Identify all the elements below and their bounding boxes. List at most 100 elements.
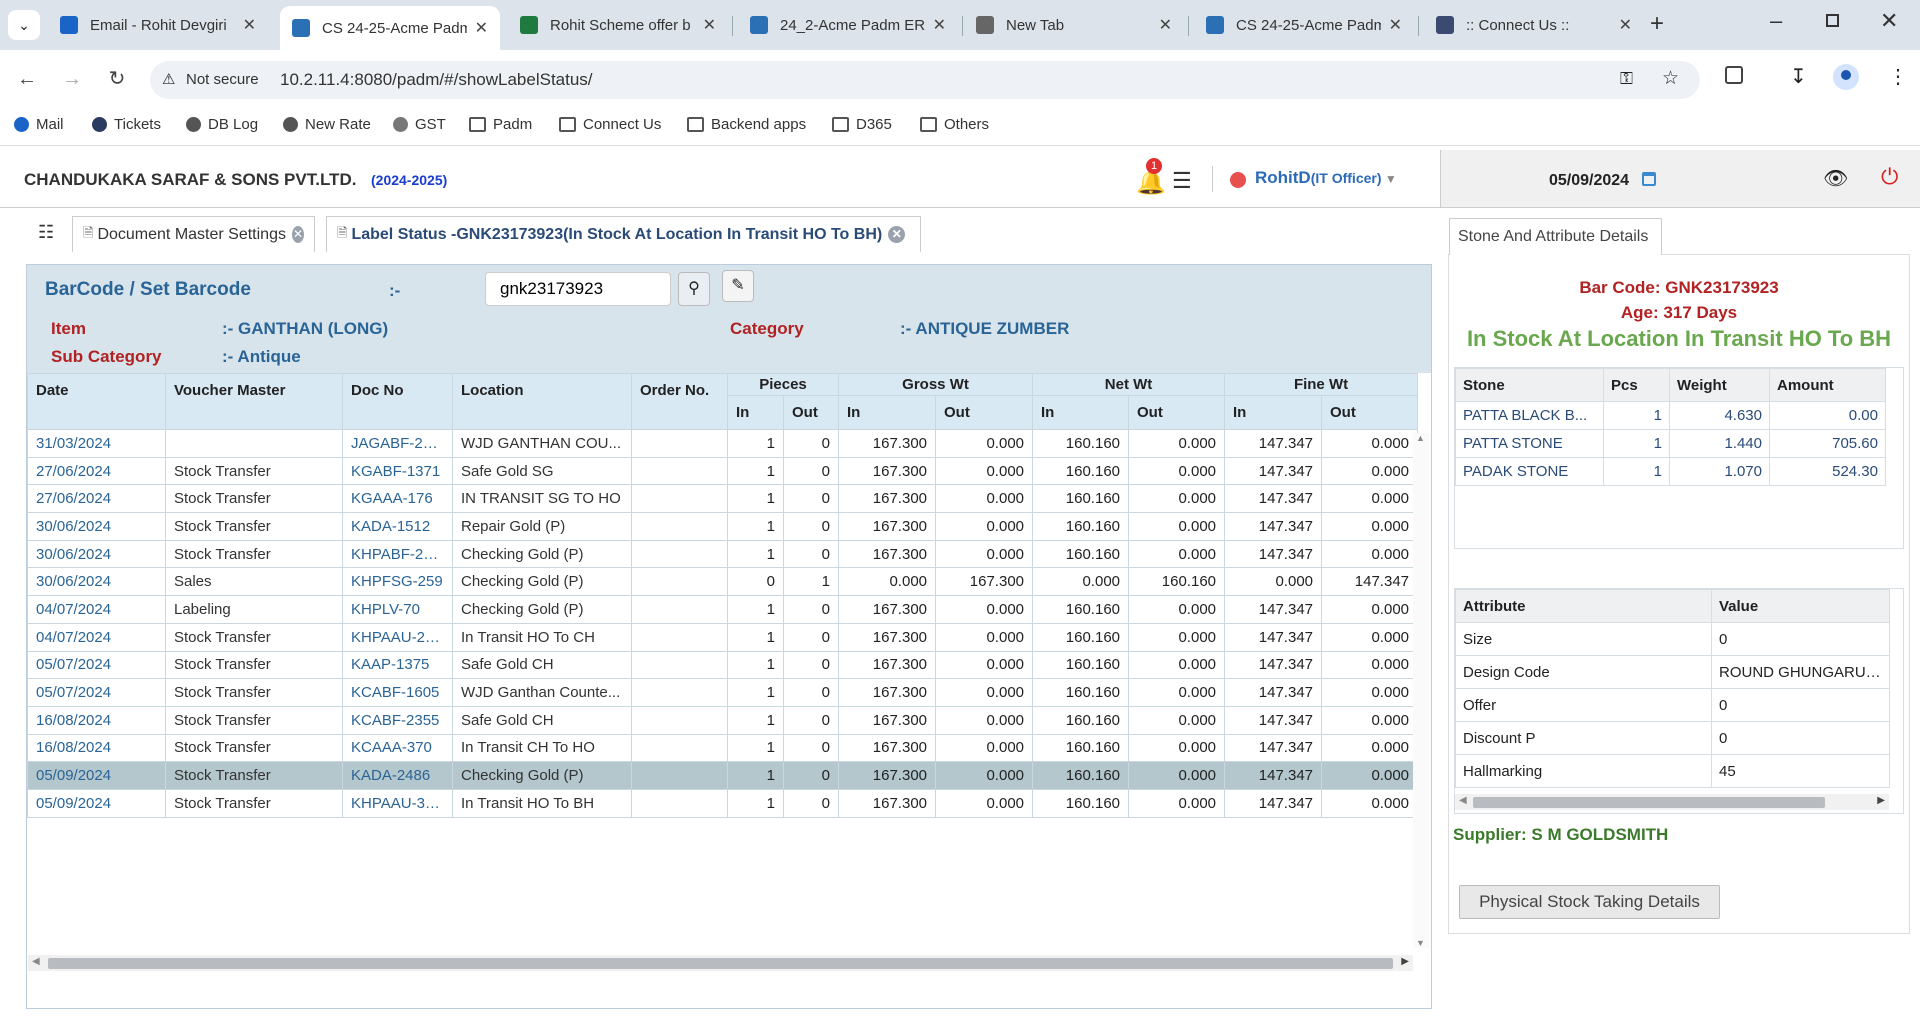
col-location[interactable]: Location <box>452 373 632 430</box>
attribute-row[interactable]: Offer 0 <box>1455 688 1890 722</box>
bookmark-db-log[interactable]: DB Log <box>186 116 258 133</box>
download-icon[interactable]: ↧ <box>1790 66 1807 88</box>
browser-tab[interactable]: CS 24-25-Acme Padm ✕ <box>280 6 500 50</box>
attribute-col-header[interactable]: Attribute <box>1455 589 1712 623</box>
browser-tab[interactable]: :: Connect Us :: ✕ <box>1424 6 1644 44</box>
close-tab-icon[interactable]: ✕ <box>1618 17 1632 34</box>
restore-button[interactable] <box>1826 14 1839 27</box>
attribute-row[interactable]: Hallmarking 45 <box>1455 754 1890 788</box>
stone-horizontal-scrollbar[interactable]: ◀ ▶ <box>1455 548 1889 549</box>
close-tab-icon[interactable]: ✕ <box>1388 17 1402 34</box>
key-icon[interactable]: ⚿ <box>1620 69 1633 88</box>
bookmark-backend-apps[interactable]: Backend apps <box>687 116 806 133</box>
attribute-row[interactable]: Design Code ROUND GHUNGARU LA <box>1455 655 1890 689</box>
close-tab-icon[interactable]: ✕ <box>242 17 256 34</box>
cell-doc[interactable]: KCABF-1605 <box>342 678 453 707</box>
attribute-horizontal-scrollbar[interactable]: ◀ ▶ <box>1455 794 1889 810</box>
stone-col-header[interactable]: Pcs <box>1603 368 1670 402</box>
browser-tab[interactable]: Email - Rohit Devgiri ✕ <box>48 6 268 44</box>
minimize-button[interactable]: – <box>1770 8 1783 33</box>
cell-doc[interactable]: KHPLV-70 <box>342 595 453 624</box>
reload-button[interactable]: ↻ <box>108 68 126 90</box>
cell-doc[interactable]: KCABF-2355 <box>342 705 453 735</box>
col-out[interactable]: Out <box>1128 395 1226 430</box>
table-row[interactable]: 04/07/2024 Stock Transfer KHPAAU-2178 In Tr… <box>27 622 1419 652</box>
hide-eye-icon[interactable]: 👁 <box>1823 168 1849 190</box>
grid-menu-icon[interactable]: ☷ <box>38 222 55 242</box>
bookmark-connect-us[interactable]: Connect Us <box>559 116 661 133</box>
back-button[interactable]: ← <box>17 68 37 90</box>
bookmark-padm[interactable]: Padm <box>469 116 532 133</box>
bookmark-gst[interactable]: GST <box>393 116 446 133</box>
table-row[interactable]: 04/07/2024 Labeling KHPLV-70 Checking Gold … <box>27 595 1419 624</box>
user-menu[interactable]: RohitD(IT Officer) ▼ <box>1255 168 1397 188</box>
close-window-button[interactable]: ✕ <box>1880 8 1899 33</box>
cell-doc[interactable]: KHPFSG-259 <box>342 567 453 597</box>
table-row[interactable]: 05/09/2024 Stock Transfer KADA-2486 Checkin… <box>27 761 1419 790</box>
cell-doc[interactable]: KCAAA-370 <box>342 733 453 763</box>
close-tab-icon[interactable]: ✕ <box>1158 17 1172 34</box>
tab-label-status[interactable]: 🗎 Label Status -GNK23173923(In Stock At … <box>326 216 921 252</box>
close-tab-icon[interactable]: ✕ <box>474 20 488 37</box>
table-row[interactable]: 16/08/2024 Stock Transfer KCAAA-370 In Tran… <box>27 733 1419 763</box>
browser-tab[interactable]: Rohit Scheme offer b ✕ <box>508 6 728 44</box>
col-in[interactable]: In <box>1032 395 1130 430</box>
table-row[interactable]: 05/07/2024 Stock Transfer KCABF-1605 WJD Ga… <box>27 678 1419 707</box>
grid-horizontal-scrollbar[interactable]: ◀ ▶ <box>28 955 1413 971</box>
col-in[interactable]: In <box>727 395 784 430</box>
col-order[interactable]: Order No. <box>631 373 728 430</box>
browser-tab[interactable]: CS 24-25-Acme Padm ✕ <box>1194 6 1414 44</box>
table-row[interactable]: 30/06/2024 Stock Transfer KHPABF-23189 Chec… <box>27 539 1419 569</box>
cell-doc[interactable]: KAAP-1375 <box>342 650 453 680</box>
stone-col-header[interactable]: Weight <box>1669 368 1770 402</box>
tab-stone-attributes[interactable]: Stone And Attribute Details <box>1449 218 1662 255</box>
grid-vertical-scrollbar[interactable]: ▲ ▼ <box>1413 433 1429 948</box>
physical-stock-button[interactable]: Physical Stock Taking Details <box>1459 885 1720 919</box>
edit-button[interactable]: ✎ <box>722 270 754 302</box>
attribute-col-header[interactable]: Value <box>1711 589 1890 623</box>
security-chip[interactable]: Not secure <box>186 71 259 88</box>
calendar-icon[interactable] <box>1642 172 1656 186</box>
stone-row[interactable]: PATTA STONE 1 1.440 705.60 <box>1455 429 1886 458</box>
tab-document-master[interactable]: 🗎 Document Master Settings ✕ <box>72 216 315 252</box>
power-icon[interactable]: ⏻ <box>1881 164 1899 189</box>
col-date[interactable]: Date <box>27 373 166 430</box>
col-in[interactable]: In <box>1224 395 1323 430</box>
close-tab-icon[interactable]: ✕ <box>932 17 946 34</box>
table-row[interactable]: 27/06/2024 Stock Transfer KGAAA-176 IN TRAN… <box>27 484 1419 514</box>
close-icon[interactable]: ✕ <box>888 226 906 243</box>
cell-doc[interactable]: KHPAAU-3694 <box>342 788 453 818</box>
close-icon[interactable]: ✕ <box>291 226 304 243</box>
forward-button[interactable]: → <box>62 68 82 90</box>
cell-doc[interactable]: KADA-2486 <box>342 761 453 790</box>
stone-col-header[interactable]: Amount <box>1769 368 1886 402</box>
cell-doc[interactable]: KGAAA-176 <box>342 484 453 514</box>
menu-icon[interactable]: ⋮ <box>1888 66 1908 88</box>
col-voucher[interactable]: Voucher Master <box>165 373 343 430</box>
stone-row[interactable]: PADAK STONE 1 1.070 524.30 <box>1455 457 1886 486</box>
col-out[interactable]: Out <box>782 395 840 430</box>
cell-doc[interactable]: KADA-1512 <box>342 512 453 541</box>
close-tab-icon[interactable]: ✕ <box>702 17 716 34</box>
profile-avatar[interactable] <box>1833 64 1859 90</box>
url-text[interactable]: 10.2.11.4:8080/padm/#/showLabelStatus/ <box>280 70 593 89</box>
extensions-icon[interactable] <box>1725 66 1743 84</box>
table-row[interactable]: 27/06/2024 Stock Transfer KGABF-1371 Safe G… <box>27 456 1419 486</box>
attribute-row[interactable]: Size 0 <box>1455 622 1890 656</box>
table-row[interactable]: 31/03/2024 JAGABF-2164 WJD GANTHAN COU... 1… <box>27 429 1419 458</box>
bookmark-mail[interactable]: Mail <box>14 116 64 133</box>
stone-col-header[interactable]: Stone <box>1455 368 1604 402</box>
table-row[interactable]: 05/07/2024 Stock Transfer KAAP-1375 Safe Go… <box>27 650 1419 680</box>
col-doc[interactable]: Doc No <box>342 373 453 430</box>
tab-search-button[interactable]: ⌄ <box>8 10 40 40</box>
cell-doc[interactable]: KGABF-1371 <box>342 456 453 486</box>
bookmark-new-rate[interactable]: New Rate <box>283 116 371 133</box>
table-row[interactable]: 05/09/2024 Stock Transfer KHPAAU-3694 In Tr… <box>27 788 1419 818</box>
cell-doc[interactable]: KHPABF-23189 <box>342 539 453 569</box>
stone-row[interactable]: PATTA BLACK B... 1 4.630 0.00 <box>1455 401 1886 430</box>
barcode-input[interactable] <box>485 272 671 306</box>
table-row[interactable]: 16/08/2024 Stock Transfer KCABF-2355 Safe G… <box>27 705 1419 735</box>
col-in[interactable]: In <box>838 395 937 430</box>
col-out[interactable]: Out <box>1321 395 1419 430</box>
